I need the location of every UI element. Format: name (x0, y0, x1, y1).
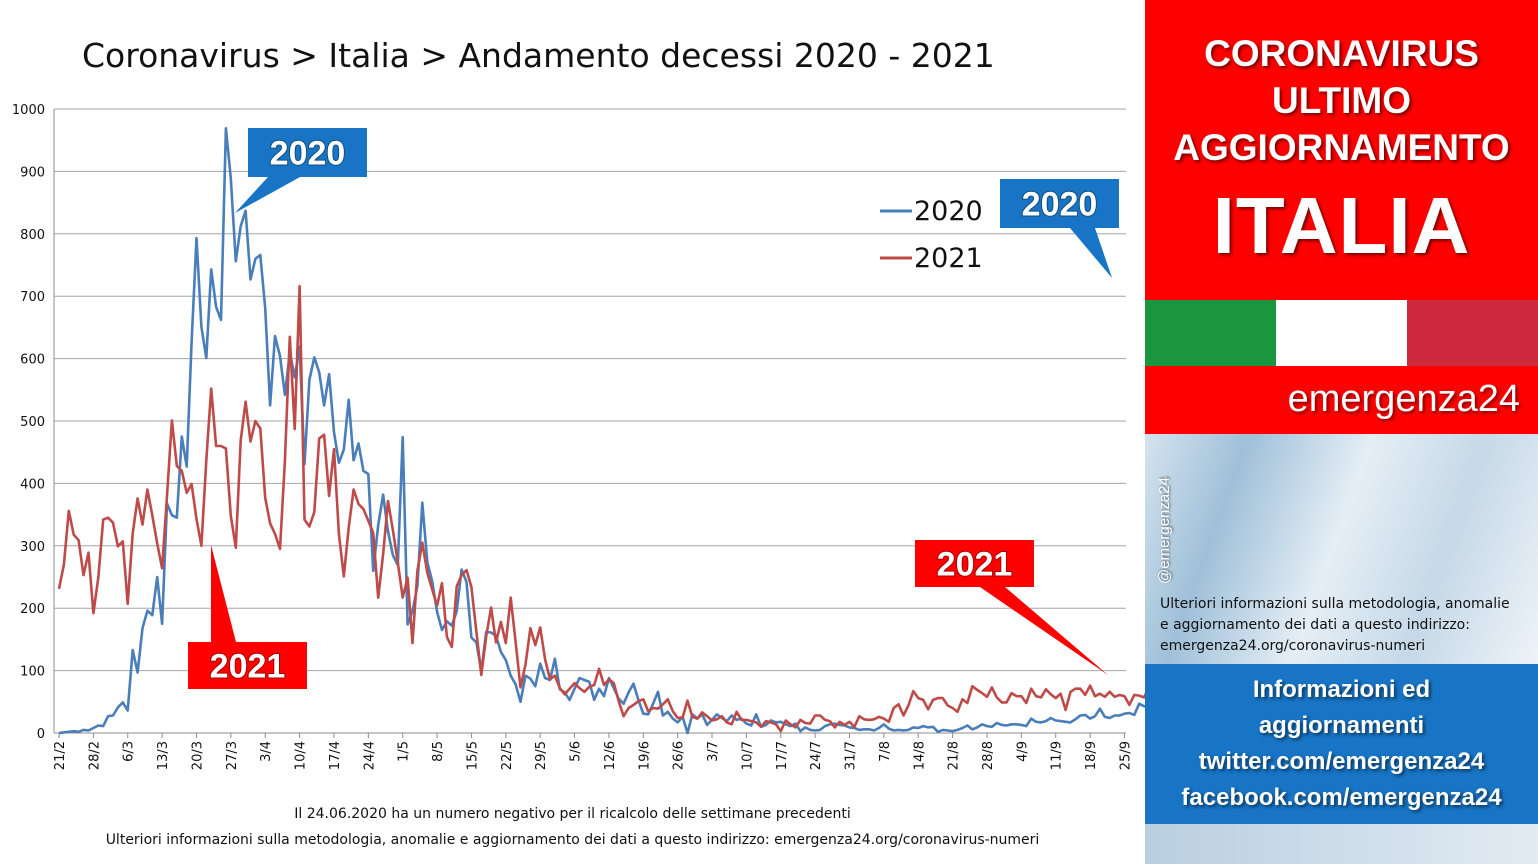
x-tick-label: 7/8 (878, 741, 893, 762)
annotation-pointer (235, 177, 300, 213)
annotation-pointer (1070, 228, 1112, 278)
annotation-pointer (211, 545, 236, 642)
headline-coronavirus: CORONAVIRUS (1204, 33, 1479, 74)
legend-label-2021: 2021 (914, 243, 983, 274)
social-box: Informazioni ed aggiornamenti twitter.co… (1145, 664, 1538, 824)
x-tick-label: 17/7 (775, 741, 790, 770)
headline-aggiornamento: AGGIORNAMENTO (1173, 127, 1510, 168)
twitter-link[interactable]: twitter.com/emergenza24 (1198, 748, 1485, 775)
y-tick-label: 900 (20, 165, 45, 180)
legend-label-2020: 2020 (914, 196, 983, 227)
annotation-box (188, 642, 307, 689)
info-box: @emergenza24 Ulteriori informazioni sull… (1145, 434, 1538, 664)
x-tick-label: 14/8 (912, 741, 927, 770)
series-line-2020 (58, 127, 1145, 735)
flag-red-stripe (1407, 300, 1538, 366)
x-tick-label: 3/7 (706, 741, 721, 762)
x-tick-label: 8/5 (431, 741, 446, 762)
annotation-box (248, 128, 367, 177)
x-tick-label: 13/3 (156, 741, 171, 770)
y-tick-label: 500 (20, 415, 45, 430)
annotation-box (1000, 179, 1119, 228)
info-line: e aggiornamento dei dati a questo indiri… (1160, 617, 1470, 633)
chart-note-negative-value: Il 24.06.2020 ha un numero negativo per … (294, 806, 851, 822)
x-tick-label: 29/5 (534, 741, 549, 770)
y-tick-label: 200 (20, 602, 45, 617)
headline-ultimo: ULTIMO (1271, 80, 1412, 121)
headline-italia: ITALIA (1212, 181, 1471, 270)
flag-white-stripe (1276, 300, 1407, 366)
x-tick-label: 17/4 (328, 741, 343, 770)
x-tick-label: 25/9 (1118, 741, 1133, 770)
x-tick-label: 3/4 (259, 741, 274, 762)
x-tick-label: 5/6 (569, 741, 584, 762)
info-text: Ulteriori informazioni sulla metodologia… (1160, 594, 1530, 657)
x-tick-label: 19/6 (637, 741, 652, 770)
decorative-strip (1145, 824, 1538, 864)
annotation-box (915, 540, 1034, 587)
y-tick-label: 0 (37, 727, 45, 742)
chart-area: Coronavirus > Italia > Andamento decessi… (11, 36, 1145, 848)
x-tick-label: 18/9 (1084, 741, 1099, 770)
y-tick-label: 1000 (12, 103, 45, 118)
headline-box: CORONAVIRUS ULTIMO AGGIORNAMENTO ITALIA (1145, 0, 1538, 300)
y-tick-label: 100 (20, 665, 45, 680)
flag-green-stripe (1145, 300, 1276, 366)
series-line-2021 (57, 284, 1145, 733)
chart-note-methodology: Ulteriori informazioni sulla metodologia… (105, 832, 1040, 848)
social-line: Informazioni ed (1252, 676, 1431, 703)
y-tick-label: 400 (20, 477, 45, 492)
brand-logo-text: emergenza24 (1287, 378, 1520, 420)
x-tick-label: 28/8 (981, 741, 996, 770)
info-link[interactable]: emergenza24.org/coronavirus-numeri (1160, 638, 1426, 654)
annotation-label: 2020 (270, 135, 346, 173)
annotation-label: 2021 (210, 648, 286, 686)
line-chart: 0 100 200 300 400 500 600 700 800 900 1000 21/2 28/2… (12, 103, 1145, 770)
x-tick-label: 15/5 (465, 741, 480, 770)
x-tick-label: 4/9 (1015, 741, 1030, 762)
annotation-pointer (980, 587, 1108, 675)
x-tick-label: 21/2 (53, 741, 68, 770)
x-tick-label: 1/5 (397, 741, 412, 762)
info-line: Ulteriori informazioni sulla metodologia… (1160, 596, 1510, 612)
x-tick-label: 21/8 (947, 741, 962, 770)
x-tick-label: 10/4 (294, 741, 309, 770)
y-tick-label: 700 (20, 290, 45, 305)
x-tick-label: 31/7 (844, 741, 859, 770)
facebook-link[interactable]: facebook.com/emergenza24 (1181, 784, 1502, 811)
x-tick-label: 6/3 (122, 741, 137, 762)
x-tick-label: 27/3 (225, 741, 240, 770)
annotation-label: 2020 (1022, 186, 1098, 224)
brand-bar: emergenza24 (1145, 366, 1538, 434)
annotation-label: 2021 (937, 546, 1013, 584)
x-tick-label: 26/6 (672, 741, 687, 770)
italian-flag-icon (1145, 300, 1538, 366)
y-tick-label: 600 (20, 353, 45, 368)
social-line: aggiornamenti (1258, 712, 1425, 739)
x-tick-label: 28/2 (87, 741, 102, 770)
y-tick-label: 800 (20, 228, 45, 243)
x-tick-label: 11/9 (1050, 741, 1065, 770)
x-tick-label: 20/3 (190, 741, 205, 770)
side-panel: CORONAVIRUS ULTIMO AGGIORNAMENTO ITALIA … (1145, 0, 1538, 864)
x-tick-label: 10/7 (740, 741, 755, 770)
x-tick-label: 24/4 (362, 741, 377, 770)
chart-title: Coronavirus > Italia > Andamento decessi… (82, 36, 995, 75)
x-tick-label: 24/7 (809, 741, 824, 770)
x-tick-label: 12/6 (603, 741, 618, 770)
y-tick-label: 300 (20, 540, 45, 555)
social-handle: @emergenza24 (1156, 477, 1173, 584)
x-tick-label: 22/5 (500, 741, 515, 770)
